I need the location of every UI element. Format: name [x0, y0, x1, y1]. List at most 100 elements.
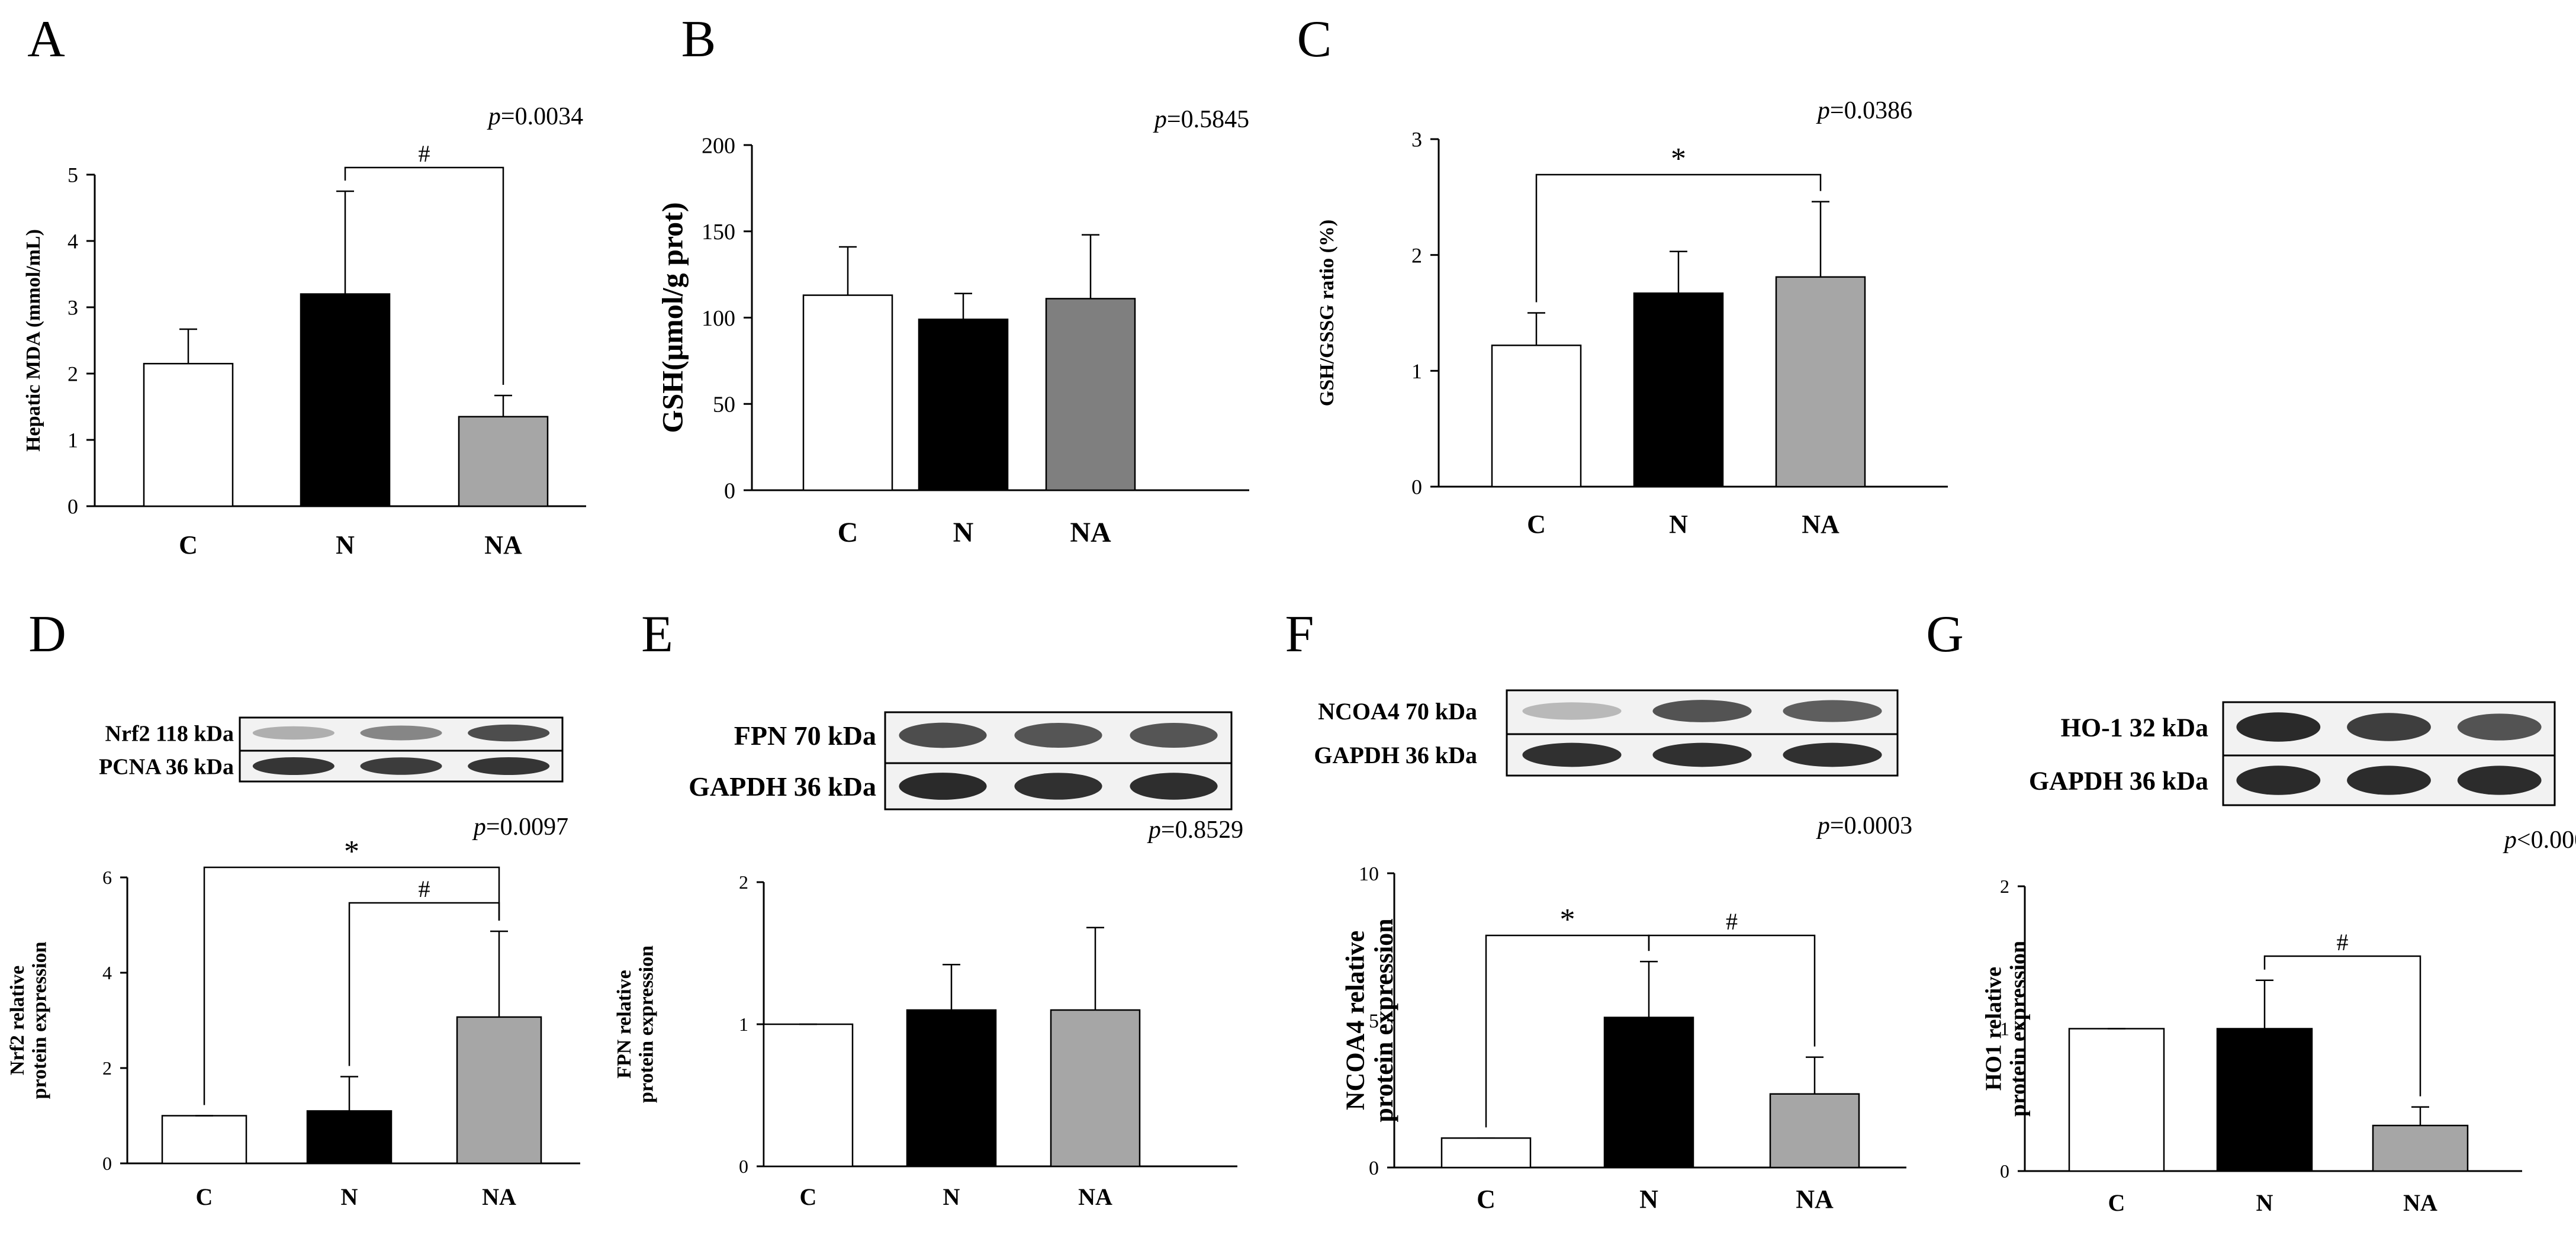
x-tick-label: C — [1527, 510, 1546, 539]
significance-marker: # — [1726, 908, 1738, 935]
y-tick-label: 10 — [1359, 863, 1379, 885]
bar — [1045, 298, 1136, 491]
y-axis-label-line: FPN relative — [613, 970, 635, 1078]
y-tick-label: 4 — [67, 230, 78, 253]
blot-band — [899, 773, 987, 800]
blot-band — [1783, 742, 1882, 767]
p-value-number: =0.0034 — [501, 103, 583, 130]
y-tick-label: 4 — [102, 962, 112, 983]
p-value-number: =0.0097 — [486, 813, 568, 841]
y-tick-label: 2 — [1411, 243, 1422, 267]
significance-bracket — [348, 902, 500, 1066]
y-tick-label: 150 — [702, 220, 735, 245]
y-tick-label: 5 — [67, 163, 78, 187]
significance-marker: * — [344, 835, 359, 869]
blot-label: HO-1 32 kDa — [2061, 713, 2208, 742]
p-value-label: p=0.8529 — [1147, 816, 1243, 844]
bar — [2068, 1028, 2165, 1172]
blot-band — [2236, 766, 2321, 795]
y-axis-label-line: GSH/GSSG ratio (%) — [1316, 220, 1338, 406]
p-value-label: p=0.0003 — [1816, 812, 1912, 840]
panel-letter: C — [1297, 11, 1332, 68]
y-tick-label: 2 — [102, 1057, 112, 1079]
blot-band — [2236, 712, 2321, 742]
y-tick-label: 100 — [702, 306, 735, 331]
bar — [1603, 1017, 1694, 1169]
blot-band — [1522, 702, 1622, 720]
blot-label: Nrf2 118 kDa — [105, 721, 234, 746]
panel-letter: G — [1926, 606, 1964, 663]
x-tick-label: N — [1639, 1185, 1658, 1214]
y-tick-label: 1 — [2000, 1018, 2009, 1040]
bar — [161, 1115, 247, 1165]
panel-letter: D — [28, 606, 66, 663]
panel-letter: B — [681, 11, 716, 68]
bar — [1775, 276, 1866, 488]
x-tick-label: N — [2256, 1189, 2273, 1216]
x-tick-label: C — [838, 517, 858, 548]
panel-D: Dp=0.0097 0 2 4 6 Nrf2 relativeprotein expres… — [7, 606, 580, 1210]
y-axis-label-line: Hepatic MDA (mmol/mL) — [22, 229, 44, 452]
blot-label: PCNA 36 kDa — [99, 754, 234, 779]
y-axis-label-line: protein expression — [2006, 941, 2031, 1117]
y-tick-label: 2 — [739, 871, 748, 893]
y-tick-label: 0 — [67, 495, 78, 519]
blot-band — [1652, 742, 1752, 767]
y-tick-label: 2 — [67, 362, 78, 386]
bar — [456, 1016, 542, 1165]
blot-band — [360, 757, 442, 775]
significance-marker: # — [419, 140, 430, 167]
panel-letter: E — [641, 606, 673, 663]
blot-band — [1652, 700, 1752, 722]
x-tick-label: C — [1477, 1185, 1496, 1214]
bar — [2372, 1124, 2469, 1172]
p-value-label: p=0.0386 — [1816, 97, 1912, 124]
p-value-prefix: p — [2503, 826, 2517, 854]
blot-band — [2457, 713, 2542, 741]
y-axis-label-line: Nrf2 relative — [7, 966, 28, 1075]
blot-band — [1130, 773, 1218, 800]
significance-bracket — [203, 866, 500, 1105]
blot-band — [899, 722, 987, 748]
significance-marker: # — [419, 876, 430, 902]
p-value-label: p=0.0097 — [472, 813, 568, 841]
blot-band — [468, 724, 550, 742]
blot-band — [2457, 766, 2542, 795]
bar — [458, 416, 549, 507]
y-axis-label: GSH/GSSG ratio (%) — [1316, 220, 1338, 406]
y-axis-label-line: NCOA4 relative — [1340, 931, 1369, 1110]
significance-marker: # — [2337, 929, 2349, 956]
p-value-prefix: p — [1147, 816, 1161, 844]
y-tick-label: 0 — [102, 1153, 112, 1174]
x-tick-label: C — [2108, 1189, 2125, 1216]
y-axis-label: Nrf2 relativeprotein expression — [7, 941, 50, 1099]
y-tick-label: 3 — [1411, 128, 1422, 152]
y-tick-label: 1 — [67, 429, 78, 452]
y-axis-label: FPN relativeprotein expression — [613, 945, 657, 1103]
x-tick-label: NA — [482, 1183, 516, 1210]
p-value-number: =0.5845 — [1167, 106, 1249, 133]
p-value-prefix: p — [487, 103, 501, 130]
x-tick-label: NA — [2403, 1189, 2437, 1216]
x-tick-label: NA — [1070, 517, 1111, 548]
x-tick-label: C — [800, 1183, 817, 1210]
blot-label: GAPDH 36 kDa — [1314, 742, 1477, 768]
y-tick-label: 5 — [1369, 1010, 1379, 1032]
bar — [918, 319, 1009, 491]
bar — [2216, 1028, 2313, 1172]
blot-band — [468, 757, 550, 775]
y-tick-label: 6 — [102, 867, 112, 888]
p-value-prefix: p — [1816, 812, 1830, 840]
blot-band — [1522, 742, 1622, 767]
blot-band — [2347, 713, 2431, 741]
y-tick-label: 1 — [739, 1014, 748, 1035]
bar — [1491, 345, 1582, 488]
y-tick-label: 2 — [2000, 876, 2009, 897]
blot-band — [252, 757, 335, 775]
blot-band — [2347, 766, 2431, 795]
y-tick-label: 0 — [724, 478, 735, 503]
y-tick-label: 0 — [1369, 1157, 1379, 1179]
panel-E: Ep=0.8529 0 1 2 FPN relativeprotein expressi… — [613, 606, 1243, 1210]
